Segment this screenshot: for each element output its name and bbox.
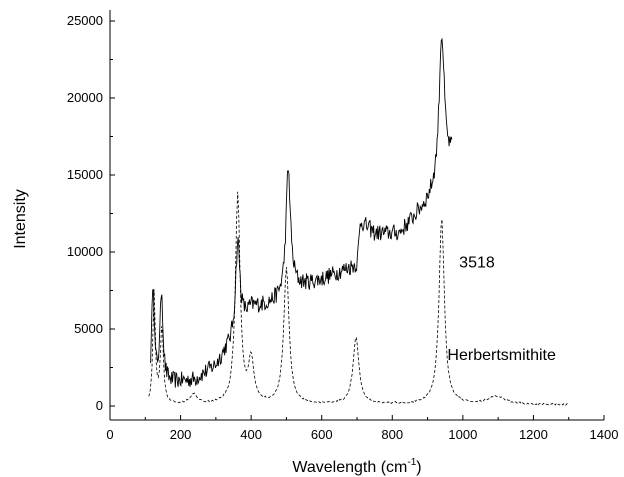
plot-area: [148, 37, 569, 406]
x-tick-label: 1000: [448, 427, 477, 442]
x-tick-label: 800: [381, 427, 403, 442]
y-axis-title: Intensity: [12, 189, 29, 249]
dashed-series-line: [148, 191, 569, 406]
solid-series-line: [150, 37, 453, 388]
x-axis-title-close: ): [416, 459, 421, 476]
annotation-3518: 3518: [459, 254, 495, 271]
x-tick-label: 1200: [519, 427, 548, 442]
y-tick-label: 5000: [74, 321, 103, 336]
y-tick-label: 0: [96, 398, 103, 413]
y-tick-label: 10000: [67, 244, 103, 259]
x-axis-title-superscript: -1: [407, 457, 416, 468]
x-tick-label: 400: [240, 427, 262, 442]
y-tick-label: 25000: [67, 13, 103, 28]
x-axis-title: Wavelength (cm-1): [292, 457, 421, 476]
y-tick-label: 20000: [67, 90, 103, 105]
y-tick-label: 15000: [67, 167, 103, 182]
x-tick-label: 200: [170, 427, 192, 442]
x-tick-label: 600: [311, 427, 333, 442]
x-tick-label: 0: [106, 427, 113, 442]
x-tick-label: 1400: [590, 427, 619, 442]
x-axis-title-main: Wavelength (cm: [292, 459, 407, 476]
annotation-herbertsmithite: Herbertsmithite: [447, 347, 556, 364]
axes: 0 200 400 600 800 1000 1200 1400 0 5000 10000 15000…: [67, 10, 619, 442]
